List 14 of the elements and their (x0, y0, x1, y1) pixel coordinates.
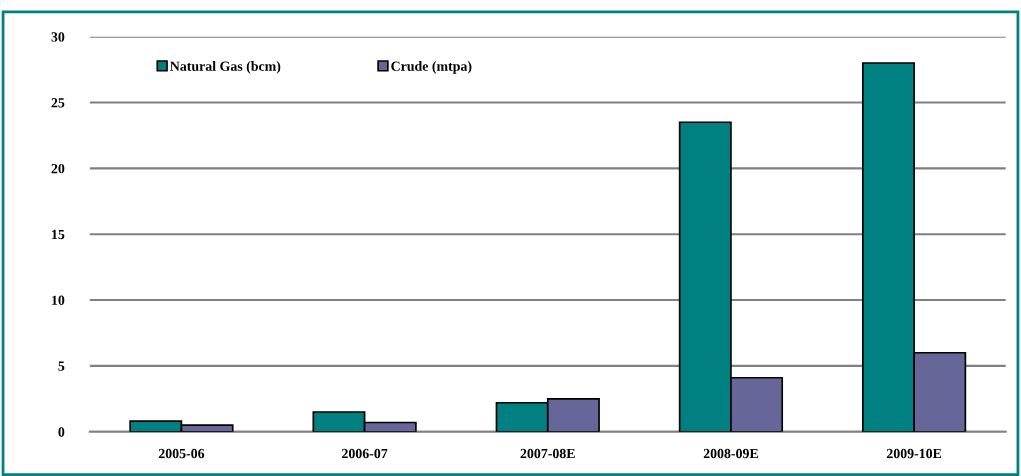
y-tick-label: 0 (58, 427, 65, 437)
y-tick-label: 20 (51, 163, 65, 174)
y-tick-label: 5 (58, 361, 65, 371)
y-tick-label: 25 (51, 98, 65, 108)
x-tick-label: 2009-10E (886, 448, 942, 459)
x-tick-label: 2006-07 (342, 448, 388, 459)
y-tick-label: 15 (52, 229, 65, 240)
legend-label: Natural Gas (bcm) (170, 61, 281, 74)
y-tick-label: 30 (51, 32, 65, 42)
legend-label: Crude (mtpa) (391, 61, 472, 74)
x-tick-label: 2007-08E (520, 448, 575, 459)
y-tick-label: 10 (52, 295, 65, 305)
x-tick-label: 2005-06 (158, 448, 205, 459)
x-tick-label: 2008-09E (703, 448, 758, 459)
